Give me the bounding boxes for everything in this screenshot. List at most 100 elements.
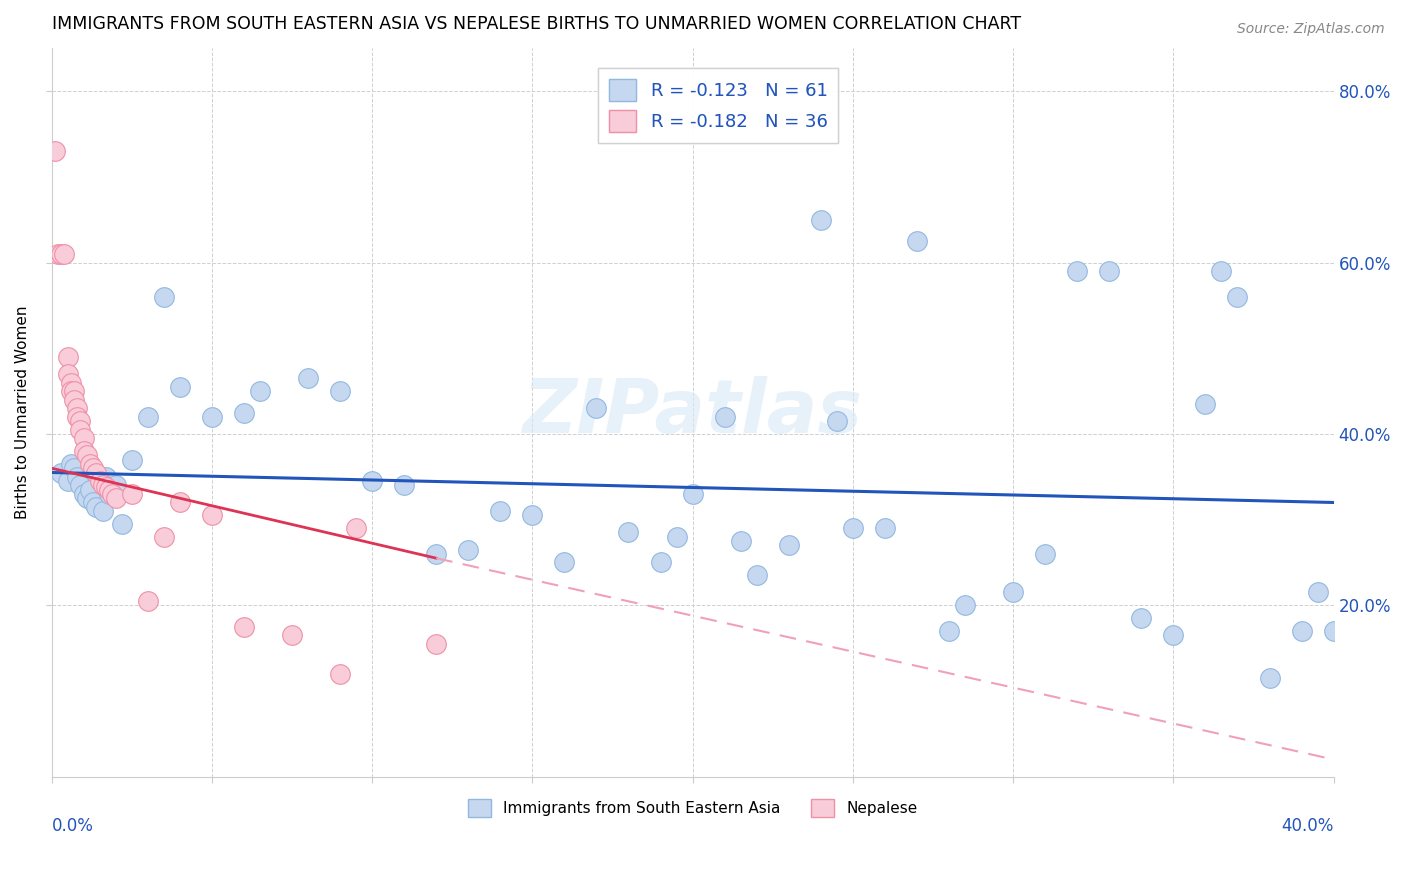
Point	[72, 444, 94, 458]
Point	[1194, 397, 1216, 411]
Point	[91, 478, 114, 492]
Point	[953, 599, 976, 613]
Point	[1033, 547, 1056, 561]
Point	[69, 478, 91, 492]
Point	[232, 405, 254, 419]
Point	[361, 474, 384, 488]
Point	[152, 530, 174, 544]
Point	[63, 461, 86, 475]
Point	[94, 470, 117, 484]
Point	[79, 483, 101, 497]
Point	[1306, 585, 1329, 599]
Point	[585, 401, 607, 416]
Point	[169, 380, 191, 394]
Point	[53, 247, 76, 261]
Point	[49, 247, 72, 261]
Point	[91, 504, 114, 518]
Point	[713, 409, 735, 424]
Point	[457, 542, 479, 557]
Point	[665, 530, 688, 544]
Point	[1258, 671, 1281, 685]
Text: ZIPatlas: ZIPatlas	[523, 376, 863, 449]
Point	[44, 145, 66, 159]
Point	[86, 500, 108, 514]
Point	[82, 495, 104, 509]
Point	[1163, 628, 1185, 642]
Point	[72, 487, 94, 501]
Point	[1002, 585, 1025, 599]
Point	[825, 414, 848, 428]
Point	[617, 525, 640, 540]
Point	[104, 491, 127, 506]
Point	[79, 457, 101, 471]
Point	[66, 409, 89, 424]
Point	[82, 461, 104, 475]
Point	[1098, 264, 1121, 278]
Point	[1066, 264, 1088, 278]
Point	[873, 521, 896, 535]
Point	[281, 628, 304, 642]
Y-axis label: Births to Unmarried Women: Births to Unmarried Women	[15, 306, 30, 519]
Point	[59, 384, 82, 398]
Point	[152, 290, 174, 304]
Point	[72, 431, 94, 445]
Point	[66, 401, 89, 416]
Point	[201, 508, 224, 523]
Point	[59, 376, 82, 390]
Point	[1323, 624, 1346, 638]
Point	[169, 495, 191, 509]
Point	[69, 423, 91, 437]
Text: 40.0%: 40.0%	[1281, 817, 1334, 835]
Point	[249, 384, 271, 398]
Point	[938, 624, 960, 638]
Point	[56, 474, 79, 488]
Point	[730, 534, 752, 549]
Point	[98, 487, 121, 501]
Point	[842, 521, 865, 535]
Text: IMMIGRANTS FROM SOUTH EASTERN ASIA VS NEPALESE BIRTHS TO UNMARRIED WOMEN CORRELA: IMMIGRANTS FROM SOUTH EASTERN ASIA VS NE…	[52, 15, 1021, 33]
Text: 0.0%: 0.0%	[52, 817, 93, 835]
Point	[344, 521, 367, 535]
Point	[489, 504, 512, 518]
Point	[201, 409, 224, 424]
Point	[101, 487, 124, 501]
Point	[63, 392, 86, 407]
Text: Source: ZipAtlas.com: Source: ZipAtlas.com	[1237, 22, 1385, 37]
Point	[1291, 624, 1313, 638]
Point	[66, 470, 89, 484]
Point	[46, 247, 69, 261]
Point	[63, 384, 86, 398]
Point	[136, 409, 159, 424]
Point	[1226, 290, 1249, 304]
Point	[810, 212, 832, 227]
Point	[1211, 264, 1233, 278]
Point	[49, 466, 72, 480]
Point	[329, 384, 352, 398]
Point	[56, 367, 79, 381]
Point	[522, 508, 544, 523]
Point	[425, 547, 447, 561]
Point	[682, 487, 704, 501]
Point	[553, 556, 575, 570]
Point	[89, 474, 111, 488]
Point	[232, 620, 254, 634]
Point	[121, 487, 143, 501]
Legend: R = -0.123   N = 61, R = -0.182   N = 36: R = -0.123 N = 61, R = -0.182 N = 36	[598, 69, 838, 143]
Point	[56, 350, 79, 364]
Point	[76, 491, 98, 506]
Point	[778, 538, 800, 552]
Point	[121, 452, 143, 467]
Point	[1130, 611, 1153, 625]
Point	[94, 480, 117, 494]
Point	[329, 666, 352, 681]
Point	[650, 556, 672, 570]
Point	[392, 478, 415, 492]
Point	[297, 371, 319, 385]
Point	[745, 568, 768, 582]
Point	[136, 594, 159, 608]
Point	[98, 483, 121, 497]
Point	[425, 637, 447, 651]
Point	[69, 414, 91, 428]
Point	[111, 516, 134, 531]
Point	[104, 478, 127, 492]
